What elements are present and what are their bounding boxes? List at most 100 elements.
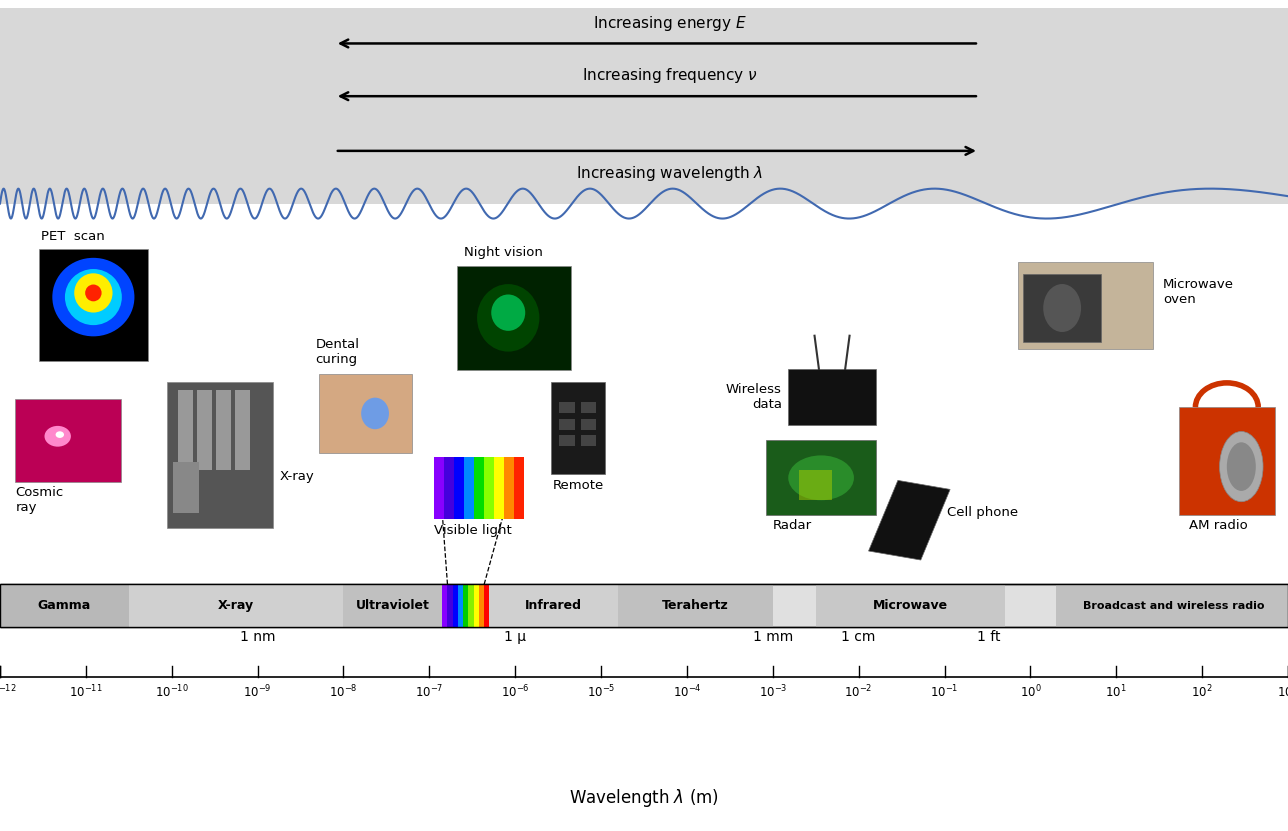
Bar [459,584,464,627]
Text: $10^{-3}$: $10^{-3}$ [759,684,787,701]
Bar [0,584,1288,627]
Text: $10^{1}$: $10^{1}$ [1105,684,1127,701]
Bar [618,584,773,627]
Bar [484,457,493,519]
Text: Increasing wavelength $\it{\lambda}$: Increasing wavelength $\it{\lambda}$ [576,165,764,183]
Bar [474,457,484,519]
Ellipse shape [53,258,134,337]
Bar [452,584,459,627]
Text: $10^{-6}$: $10^{-6}$ [501,684,529,701]
Ellipse shape [1043,284,1081,332]
Bar [559,419,574,430]
Text: Increasing frequency $\it{\nu}$: Increasing frequency $\it{\nu}$ [582,66,757,86]
Text: Microwave
oven: Microwave oven [1163,278,1234,307]
Text: Terahertz: Terahertz [662,599,729,612]
Bar [1023,274,1101,342]
Bar [173,462,200,513]
Bar [464,584,469,627]
Bar [799,470,832,500]
Text: 1 nm: 1 nm [240,630,276,644]
Bar [474,584,479,627]
Text: $10^{3}$: $10^{3}$ [1278,684,1288,701]
Bar [493,457,504,519]
Bar [1179,407,1275,515]
Ellipse shape [85,284,102,302]
Bar [581,419,596,430]
Text: Night vision: Night vision [464,246,542,259]
Bar [319,374,412,453]
Text: $10^{0}$: $10^{0}$ [1020,684,1041,701]
Text: Wavelength $\lambda$ (m): Wavelength $\lambda$ (m) [569,787,719,809]
Text: Microwave: Microwave [873,599,948,612]
Text: $10^{-2}$: $10^{-2}$ [845,684,873,701]
Text: $10^{-1}$: $10^{-1}$ [930,684,958,701]
Text: $10^{-11}$: $10^{-11}$ [70,684,103,701]
Bar [0,584,1288,627]
Text: 1 mm: 1 mm [752,630,793,644]
Bar [15,399,121,482]
Bar [581,402,596,413]
Text: Infrared: Infrared [526,599,582,612]
Text: $10^{-8}$: $10^{-8}$ [330,684,358,701]
Text: AM radio: AM radio [1189,519,1248,533]
Ellipse shape [788,455,854,500]
Text: PET  scan: PET scan [41,229,104,243]
Ellipse shape [361,397,389,429]
Text: $10^{-12}$: $10^{-12}$ [0,684,17,701]
Text: Dental
curing: Dental curing [316,337,359,366]
Text: Visible light: Visible light [434,524,511,537]
Bar [0,584,129,627]
Bar [1018,262,1153,349]
Bar [788,369,876,425]
Bar [1056,584,1288,627]
Bar [344,584,442,627]
Text: $10^{-5}$: $10^{-5}$ [587,684,616,701]
Bar [766,440,876,515]
Ellipse shape [491,294,526,331]
Bar [504,457,514,519]
Text: $10^{-10}$: $10^{-10}$ [155,684,188,701]
Bar [453,457,464,519]
Ellipse shape [1220,431,1264,502]
Bar [868,480,951,560]
Bar [551,382,605,474]
Text: 1 ft: 1 ft [978,630,1001,644]
Text: Cell phone: Cell phone [947,506,1018,519]
Bar [197,390,211,470]
Text: Gamma: Gamma [37,599,91,612]
Bar [0,8,1288,204]
Bar [129,584,344,627]
Ellipse shape [45,425,71,447]
Bar [514,457,524,519]
Bar [479,584,484,627]
Text: Ultraviolet: Ultraviolet [355,599,430,612]
Text: $10^{-7}$: $10^{-7}$ [415,684,443,701]
Bar [442,584,447,627]
Text: $10^{-9}$: $10^{-9}$ [243,684,272,701]
Text: 1 μ: 1 μ [504,630,527,644]
Bar [489,584,618,627]
Bar [443,457,453,519]
Bar [39,249,148,361]
Ellipse shape [64,269,122,325]
Bar [484,584,489,627]
Bar [216,390,231,470]
Bar [178,390,193,470]
Bar [815,584,1005,627]
Bar [457,266,571,370]
Text: Increasing energy $\it{E}$: Increasing energy $\it{E}$ [592,13,747,32]
Bar [234,390,250,470]
Bar [559,435,574,446]
Bar [434,457,443,519]
Text: Radar: Radar [773,519,811,533]
Text: X-ray: X-ray [218,599,254,612]
Text: Wireless
data: Wireless data [726,383,782,411]
Bar [447,584,452,627]
Ellipse shape [477,284,540,352]
Ellipse shape [1226,442,1256,491]
Ellipse shape [55,431,64,438]
Text: Broadcast and wireless radio: Broadcast and wireless radio [1083,601,1265,611]
Bar [559,402,574,413]
Ellipse shape [75,273,112,312]
Text: 1 cm: 1 cm [841,630,876,644]
